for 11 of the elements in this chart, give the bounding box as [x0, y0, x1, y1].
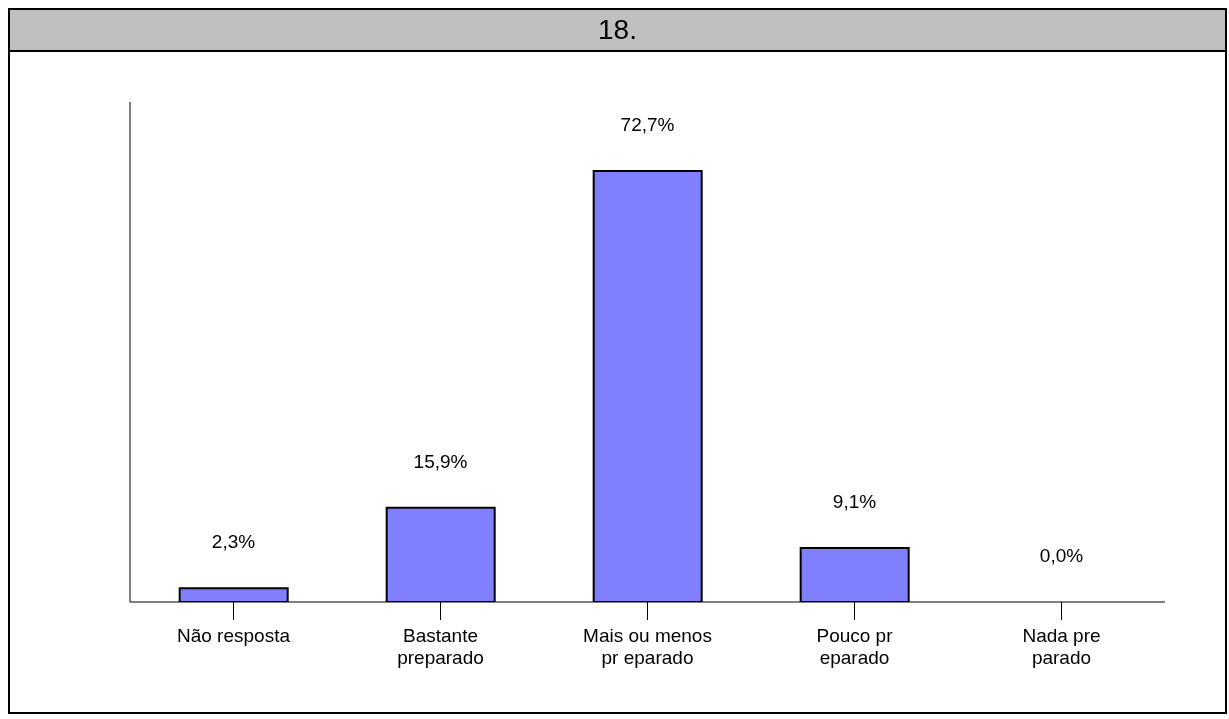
- data-label: 72,7%: [620, 113, 675, 135]
- x-tick-label: Não resposta: [176, 625, 291, 646]
- chart-title: 18.: [10, 10, 1225, 52]
- data-label: 2,3%: [211, 531, 256, 553]
- x-tick-label: Pouco pr eparado: [816, 625, 894, 668]
- x-tick-label: Nada pre parado: [1022, 625, 1101, 668]
- data-label: 0,0%: [1039, 545, 1084, 566]
- data-label: 15,9%: [413, 450, 468, 472]
- x-tick-label: Bastante preparado: [397, 625, 484, 668]
- data-label: 9,1%: [832, 491, 877, 513]
- x-tick-label: Mais ou menos pr eparado: [583, 625, 712, 668]
